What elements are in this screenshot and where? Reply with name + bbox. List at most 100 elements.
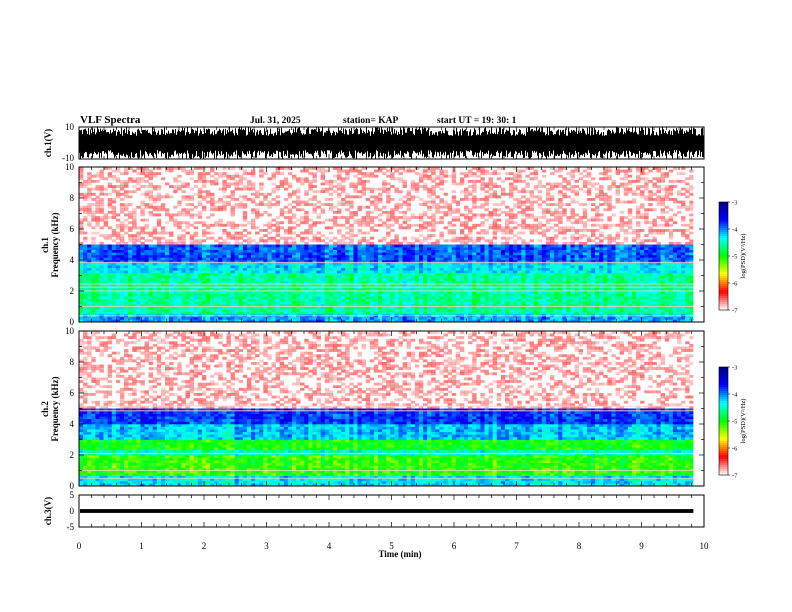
spectrogram-cell <box>390 239 395 243</box>
spectrogram-cell <box>435 205 440 209</box>
spectrogram-cell <box>414 288 420 292</box>
spectrogram-cell <box>316 293 321 297</box>
spectrogram-cell <box>287 309 293 312</box>
spectrogram-cell <box>283 270 289 274</box>
spectrogram-cell <box>500 278 506 281</box>
spectrogram-cell <box>201 182 207 186</box>
spectrogram-cell <box>492 244 498 248</box>
spectrogram-cell <box>496 270 502 274</box>
spectrogram-cell <box>390 167 395 170</box>
spectrogram-cell <box>132 257 137 261</box>
spectrogram-cell <box>279 291 285 294</box>
spectrogram-cell <box>472 203 477 207</box>
spectrogram-cell <box>119 234 125 238</box>
spectrogram-cell <box>95 262 100 266</box>
spectrogram-cell <box>451 293 457 297</box>
spectrogram-cell <box>414 275 420 279</box>
spectrogram-cell <box>234 303 240 307</box>
spectrogram-cell <box>312 223 317 227</box>
spectrogram-cell <box>509 244 514 248</box>
spectrogram-cell <box>521 306 526 310</box>
spectrogram-cell <box>459 179 465 183</box>
spectrogram-cell <box>193 192 199 196</box>
spectrogram-cell <box>328 275 334 279</box>
spectrogram-cell <box>378 167 383 170</box>
spectrogram-cell <box>304 221 309 225</box>
spectrogram-cell <box>132 265 137 269</box>
spectrogram-cell <box>255 293 260 297</box>
spectrogram-cell <box>480 179 485 183</box>
spectrogram-cell <box>386 301 391 305</box>
spectrogram-cell <box>205 195 211 199</box>
spectrogram-cell <box>275 244 280 248</box>
spectrogram-cell <box>402 262 407 266</box>
spectrogram-cell <box>320 278 326 281</box>
spectrogram-cell <box>427 309 432 312</box>
spectrogram-cell <box>87 306 92 310</box>
spectrogram-cell <box>390 275 395 279</box>
spectrogram-cell <box>468 260 473 263</box>
spectrogram-cell <box>222 301 227 305</box>
spectrogram-cell <box>169 195 174 199</box>
spectrogram-cell <box>242 275 248 279</box>
spectrogram-cell <box>197 247 203 250</box>
spectrogram-cell <box>427 316 432 320</box>
spectrogram-cell <box>144 306 149 310</box>
spectrogram-cell <box>251 226 256 230</box>
spectrogram-cell <box>144 262 149 266</box>
spectrogram-cell <box>99 319 104 323</box>
spectrogram-cell <box>177 221 182 225</box>
spectrogram-cell <box>275 262 280 266</box>
spectrogram-cell <box>316 167 321 170</box>
spectrogram-cell <box>259 239 264 243</box>
spectrogram-cell <box>332 270 338 274</box>
spectrogram-cell <box>468 252 473 256</box>
spectrogram-cell <box>128 283 133 287</box>
spectrogram-cell <box>521 244 526 248</box>
spectrogram-cell <box>226 265 231 269</box>
spectrogram-cell <box>394 218 399 222</box>
spectrogram-cell <box>263 244 268 248</box>
spectrogram-cell <box>353 252 358 256</box>
spectrogram-cell <box>214 221 219 225</box>
spectrogram-cell <box>214 208 219 212</box>
spectrogram-cell <box>165 316 170 320</box>
spectrogram-cell <box>283 249 289 253</box>
spectrogram-cell <box>267 316 272 320</box>
spectrogram-cell <box>414 270 420 274</box>
spectrogram-cell <box>517 203 522 207</box>
spectrogram-cell <box>275 316 280 320</box>
spectrogram-cell <box>304 270 309 274</box>
spectrogram-cell <box>185 185 190 188</box>
spectrogram-cell <box>332 218 338 222</box>
spectrogram-cell <box>189 213 194 217</box>
spectrogram-cell <box>427 275 432 279</box>
spectrogram-cell <box>308 293 313 297</box>
spectrogram-cell <box>222 187 227 191</box>
spectrogram-cell <box>337 185 342 188</box>
spectrogram-cell <box>160 231 166 235</box>
spectrogram-cell <box>504 262 510 266</box>
spectrogram-cell <box>341 291 346 294</box>
spectrogram-cell <box>152 280 158 284</box>
spectrogram-cell <box>431 198 436 201</box>
spectrogram-cell <box>99 185 104 188</box>
spectrogram-cell <box>464 241 469 245</box>
spectrogram-cell <box>500 272 506 276</box>
spectrogram-cell <box>238 205 244 209</box>
spectrogram-cell <box>423 172 428 176</box>
spectrogram-cell <box>201 239 207 243</box>
spectrogram-cell <box>111 275 117 279</box>
spectrogram-cell <box>222 200 227 204</box>
spectrogram-cell <box>332 291 338 294</box>
spectrogram-cell <box>205 192 211 196</box>
spectrogram-cell <box>156 249 162 253</box>
spectrogram-cell <box>328 254 334 258</box>
spectrogram-cell <box>230 226 235 230</box>
spectrogram-cell <box>234 288 240 292</box>
spectrogram-cell <box>177 254 182 258</box>
spectrogram-cell <box>369 229 375 232</box>
spectrogram-cell <box>119 311 125 315</box>
spectrogram-cell <box>492 301 498 305</box>
spectrogram-cell <box>177 223 182 227</box>
